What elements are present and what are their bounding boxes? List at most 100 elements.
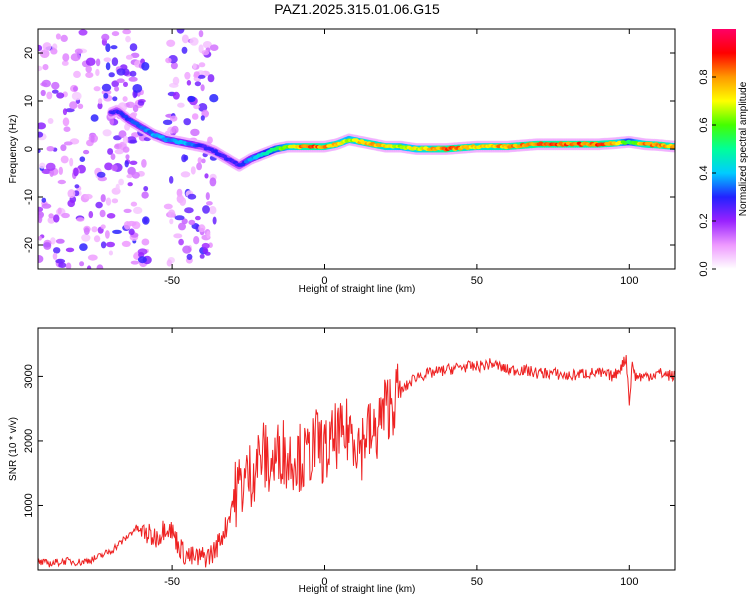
spectrogram-noise-cell bbox=[122, 135, 129, 144]
spectrogram-noise-cell bbox=[169, 176, 174, 184]
spectrogram-noise-cell bbox=[38, 255, 44, 263]
spectrogram-noise-cell bbox=[83, 193, 93, 200]
spectrogram-noise-cell bbox=[105, 230, 110, 239]
spectrogram-noise-cell bbox=[112, 96, 118, 102]
spectrogram-noise-cell bbox=[172, 76, 180, 85]
y-tick-label: -20 bbox=[23, 237, 35, 253]
spectrogram-noise-cell bbox=[102, 129, 112, 137]
spectrogram-noise-cell bbox=[39, 162, 46, 169]
spectrogram-noise-cell bbox=[38, 236, 42, 241]
spectrogram-noise-cell bbox=[207, 74, 215, 83]
spectrogram-noise-cell bbox=[101, 89, 112, 96]
spectrogram-noise-cell bbox=[106, 241, 115, 248]
spectrogram-ridge-cell bbox=[671, 144, 675, 148]
colorbar-label: Normalized spectral amplitude bbox=[738, 81, 749, 216]
spectrogram-noise-cell bbox=[65, 108, 75, 113]
spectrogram-noise-cell bbox=[141, 62, 150, 71]
snr-frame bbox=[37, 327, 676, 571]
spectrogram-noise-cell bbox=[41, 203, 52, 209]
spectrogram-noise-cell bbox=[142, 216, 150, 225]
spectrogram-noise-cell bbox=[47, 118, 54, 124]
spectrogram-noise-cell bbox=[121, 240, 131, 247]
spectrogram-noise-cell bbox=[76, 217, 85, 222]
spectrogram-noise-cell bbox=[38, 206, 44, 212]
snr-x-ticks: -50 0 50 100 bbox=[164, 328, 638, 588]
spectrogram-noise-cell bbox=[96, 171, 106, 178]
spectrogram-noise-cell bbox=[212, 216, 217, 225]
spectrogram-noise-cell bbox=[194, 81, 202, 87]
spectrogram-noise-cell bbox=[190, 166, 196, 175]
spectrogram-noise-cell bbox=[51, 89, 59, 94]
spectrogram-noise-cell bbox=[38, 148, 41, 154]
spectrogram-noise-cell bbox=[182, 245, 192, 254]
spectrogram-noise-cell bbox=[38, 65, 43, 72]
colorbar-gradient bbox=[712, 29, 736, 269]
spectrogram-noise-cell bbox=[55, 33, 61, 40]
spectrogram-noise-cell bbox=[181, 154, 187, 163]
spectrogram-noise-cell bbox=[171, 125, 179, 134]
spectrogram-noise-cell bbox=[125, 101, 135, 109]
spectrogram-noise-cell bbox=[198, 62, 206, 68]
spectrogram-noise-cell bbox=[100, 241, 107, 249]
x-tick-label: 100 bbox=[620, 576, 638, 588]
spectrogram-noise-cell bbox=[38, 44, 43, 52]
spectrogram-noise-cell bbox=[62, 108, 68, 116]
spectrogram-noise-cell bbox=[69, 101, 78, 110]
spectrogram-noise-cell bbox=[187, 193, 197, 200]
spectrogram-noise-cell bbox=[43, 241, 52, 250]
spectrogram-noise-cell bbox=[53, 214, 60, 223]
colorbar-tick-label: 0.0 bbox=[698, 261, 710, 276]
spectrogram-noise-cell bbox=[184, 207, 194, 214]
spectrogram-noise-cell bbox=[63, 141, 73, 146]
spectrogram-noise-cell bbox=[46, 91, 53, 100]
spectrogram-noise-cell bbox=[67, 199, 75, 208]
spectrogram-noise-cell bbox=[60, 155, 69, 164]
spectrogram-noise-cell bbox=[193, 73, 199, 78]
spectrogram-noise-cell bbox=[67, 189, 76, 199]
spectrogram-noise-cell bbox=[39, 49, 50, 58]
spectrogram-noise-cell bbox=[42, 64, 49, 71]
spectrogram-noise-cell bbox=[167, 209, 176, 218]
spectrogram-noise-cell bbox=[193, 236, 200, 245]
spectrogram-noise-cell bbox=[166, 39, 176, 47]
x-tick-label: 0 bbox=[321, 275, 327, 287]
spectrogram-noise-cell bbox=[114, 86, 120, 92]
spectrogram-x-ticks: -50 0 50 100 bbox=[164, 29, 638, 287]
spectrogram-noise-cell bbox=[202, 205, 210, 214]
spectrogram-noise-cell bbox=[208, 206, 217, 215]
spectrogram-noise-cell bbox=[122, 29, 132, 35]
spectrogram-noise-cell bbox=[198, 30, 204, 38]
spectrogram-noise-cell bbox=[38, 131, 44, 138]
spectrogram-noise-cell bbox=[129, 139, 138, 144]
spectrogram-noise-cell bbox=[178, 222, 186, 231]
spectrogram-noise-cell bbox=[130, 260, 140, 265]
colorbar: 0.0 0.2 0.4 0.6 0.8 Normalized spectral ampl… bbox=[698, 29, 749, 277]
spectrogram-noise-cell bbox=[73, 167, 79, 177]
snr-y-axis-label: SNR (10 * v/v) bbox=[8, 417, 19, 481]
spectrogram-noise-cell bbox=[200, 84, 205, 92]
spectrogram-noise-cell bbox=[201, 242, 210, 249]
spectrogram-noise-cell bbox=[93, 235, 101, 243]
x-tick-label: -50 bbox=[164, 275, 180, 287]
spectrogram-noise-cell bbox=[129, 70, 137, 77]
spectrogram-noise-cell bbox=[122, 146, 130, 153]
spectrogram-noise-cell bbox=[73, 86, 78, 92]
spectrogram-noise-cell bbox=[77, 103, 84, 110]
spectrogram-noise-cell bbox=[132, 84, 143, 93]
spectrogram-noise-cell bbox=[63, 126, 71, 132]
y-tick-label: 0 bbox=[23, 146, 35, 152]
spectrogram-panel: -50 0 50 100 -20 -10 0 10 20 Height of straight… bbox=[8, 28, 676, 295]
spectrogram-noise-cell bbox=[70, 53, 81, 62]
spectrogram-noise-cell bbox=[209, 177, 217, 187]
spectrogram-noise-cell bbox=[83, 227, 90, 235]
spectrogram-noise-cell bbox=[101, 83, 112, 92]
spectrogram-noise-cell bbox=[41, 197, 47, 203]
spectrogram-noise-cell bbox=[179, 197, 187, 206]
spectrogram-noise-cell bbox=[61, 212, 70, 219]
spectrogram-noise-cell bbox=[169, 115, 178, 122]
spectrogram-noise-cell bbox=[163, 203, 173, 210]
spectrogram-noise-cell bbox=[190, 128, 200, 137]
spectrogram-noise-cell bbox=[57, 207, 62, 215]
snr-y-ticks: 1000 2000 3000 bbox=[23, 364, 675, 518]
